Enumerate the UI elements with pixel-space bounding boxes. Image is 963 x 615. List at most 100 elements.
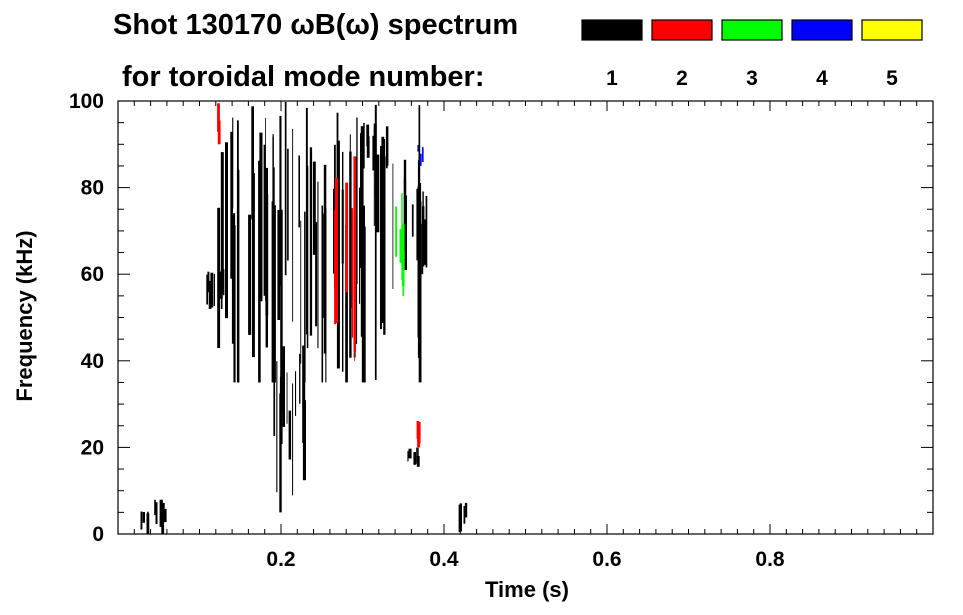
- spectrum-streak: [162, 502, 165, 516]
- spectrum-streak: [163, 508, 167, 523]
- spectrum-streak: [279, 115, 282, 286]
- spectrum-streak: [342, 151, 344, 372]
- spectrum-streak: [298, 155, 300, 228]
- spectrum-streak: [248, 214, 252, 335]
- spectrum-region-mode-4: [417, 145, 424, 166]
- spectrum-streak: [338, 180, 340, 346]
- spectrum-streak: [140, 511, 143, 530]
- spectrum-streak: [419, 189, 421, 260]
- spectrum-streak: [363, 226, 366, 383]
- spectrum-streak: [142, 512, 145, 523]
- spectrum-region-mode-1: [458, 502, 468, 533]
- spectrum-streak: [207, 271, 210, 293]
- y-tick-label: 60: [81, 263, 104, 286]
- spectrum-streak: [159, 499, 163, 527]
- spectrum-region-mode-1: [273, 345, 306, 513]
- spectrum-streak: [272, 205, 276, 383]
- y-tick-label: 20: [81, 436, 104, 459]
- legend: 1 2 3 4 5: [581, 19, 923, 90]
- spectrum-streak: [323, 213, 325, 318]
- spectrum-streak: [273, 360, 276, 436]
- spectrum-streak: [259, 216, 261, 383]
- spectrum-streak: [345, 182, 349, 293]
- spectrum-streak: [423, 219, 427, 265]
- spectrum-streak: [323, 164, 327, 354]
- spectrum-streak: [418, 421, 419, 448]
- spectrum-streak: [421, 223, 424, 275]
- spectrum-streak: [383, 156, 386, 335]
- legend-swatch-1: [581, 19, 643, 41]
- spectrum-streak: [366, 136, 370, 158]
- spectrum-streak: [154, 499, 156, 516]
- spectrum-streak: [208, 280, 212, 309]
- spectrum-streak: [217, 207, 221, 348]
- spectrum-data: [140, 102, 468, 534]
- plot-frame: [117, 100, 934, 535]
- spectrum-streak: [276, 361, 278, 493]
- spectrum-streak: [279, 376, 283, 444]
- spectrum-streak: [259, 132, 263, 302]
- spectrum-region-mode-2: [416, 420, 421, 448]
- spectrum-streak: [206, 274, 208, 305]
- spectrum-streak: [385, 126, 389, 166]
- spectrum-streak: [374, 191, 377, 380]
- spectrum-streak: [279, 393, 282, 513]
- spectrum-streak: [373, 123, 377, 162]
- chart-subtitle: for toroidal mode number:: [122, 61, 485, 93]
- spectrum-streak: [420, 183, 422, 367]
- spectrum-streak: [416, 188, 419, 261]
- x-tick-label: 0.6: [592, 548, 621, 571]
- y-tick-label: 80: [81, 177, 104, 200]
- legend-label-5: 5: [886, 67, 898, 90]
- spectrum-streak: [146, 513, 150, 534]
- spectrum-streak: [411, 204, 414, 237]
- spectrum-streak: [292, 383, 294, 496]
- legend-label-1: 1: [606, 67, 618, 90]
- spectrum-streak: [302, 400, 306, 481]
- y-tick-label: 100: [69, 90, 104, 113]
- chart-title: Shot 130170 ωB(ω) spectrum: [113, 9, 518, 41]
- spectrum-streak: [309, 147, 313, 336]
- legend-swatch-2: [651, 19, 713, 41]
- x-tick-label: 0.8: [755, 548, 785, 571]
- legend-label-3: 3: [746, 67, 758, 90]
- spectrum-streak: [304, 211, 306, 383]
- spectrum-streak: [401, 223, 405, 287]
- spectrum-streak: [272, 134, 274, 213]
- x-tick-label: 0.2: [266, 548, 295, 571]
- spectrum-streak: [287, 148, 289, 261]
- spectrum-streak: [349, 151, 352, 358]
- spectrum-region-mode-2: [334, 156, 357, 361]
- spectrum-streak: [373, 129, 375, 226]
- spectrum-streak: [381, 139, 385, 188]
- spectrum-streak: [349, 134, 351, 231]
- spectrum-streak: [418, 105, 421, 246]
- spectrum-streak: [464, 502, 468, 518]
- spectrum-streak: [413, 452, 417, 465]
- spectrum-streak: [416, 456, 420, 467]
- spectrum-streak: [251, 106, 254, 220]
- spectrum-streak: [315, 221, 318, 327]
- spectrum-streak: [321, 205, 324, 383]
- spectrum-streak: [300, 220, 302, 364]
- legend-swatch-5: [861, 19, 923, 41]
- spectrum-streak: [421, 147, 424, 162]
- spectrum-streak: [232, 117, 234, 209]
- spectrum-streak: [302, 345, 306, 443]
- spectrum-streak: [417, 145, 419, 152]
- plot-axes: 0.2 0.4 0.6 0.8 0 20 40 60 80 100: [69, 90, 934, 571]
- spectrum-streak: [380, 146, 382, 330]
- spectrum-streak: [317, 181, 319, 349]
- legend-label-4: 4: [816, 67, 828, 90]
- x-axis-label: Time (s): [485, 577, 569, 602]
- spectrum-streak: [345, 225, 348, 383]
- spectrum-streak: [376, 154, 380, 233]
- spectrum-streak: [277, 210, 281, 320]
- spectrum-streak: [372, 135, 375, 171]
- spectrum-streak: [416, 447, 417, 464]
- spectrum-streak: [363, 122, 365, 169]
- spectrum-streak: [422, 191, 424, 245]
- spectrum-streak: [299, 353, 301, 404]
- spectrum-streak: [425, 195, 428, 268]
- spectrum-region-mode-2: [217, 103, 221, 145]
